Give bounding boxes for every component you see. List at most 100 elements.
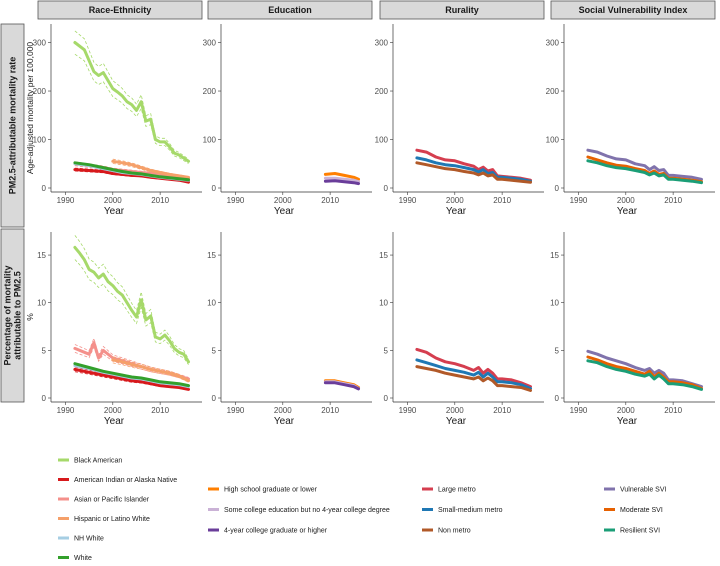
x-tick-label: 2000: [274, 196, 292, 205]
row-strip-1: PM2.5-attributable mortality rate: [0, 23, 25, 228]
x-tick-label: 1990: [227, 406, 245, 415]
x-axis-title: Year: [274, 206, 295, 217]
y-tick-label: 200: [203, 87, 217, 96]
y-tick-label: 0: [42, 394, 47, 403]
y-tick-label: 200: [33, 87, 47, 96]
ci-band-lower-black-american: [74, 259, 189, 365]
facet-title: Education: [268, 5, 312, 15]
x-axis-title: Year: [617, 206, 638, 217]
x-tick-label: 2010: [321, 196, 339, 205]
x-axis-title: Year: [446, 416, 467, 427]
ci-band-upper-black-american: [74, 235, 189, 360]
x-tick-label: 2000: [446, 406, 464, 415]
y-tick-label: 0: [42, 184, 47, 193]
y-tick-label: 200: [546, 87, 560, 96]
panel-1-education: 0 100 200 300 1990 2000 2010 Year: [203, 24, 372, 217]
legend-label: Vulnerable SVI: [620, 487, 666, 494]
ci-band-lower-black-american: [74, 53, 189, 164]
series-line-non-metro: [415, 161, 532, 184]
y-tick-label: 300: [375, 39, 389, 48]
x-tick-label: 1990: [570, 196, 588, 205]
legend-item-asian-or-pacific-islander: Asian or Pacific Islander: [58, 497, 150, 504]
legend-item-non-metro: Non metro: [422, 528, 471, 535]
legend: Black American American Indian or Alaska …: [58, 458, 666, 562]
series-line-american-indian-or-alaska-native: [73, 367, 190, 391]
y-axis-title: %: [25, 313, 35, 321]
y-tick-label: 5: [555, 346, 560, 355]
series-line-4-year-college-graduate-or-higher: [323, 381, 360, 391]
x-tick-label: 2000: [617, 406, 635, 415]
y-tick-label: 100: [203, 136, 217, 145]
y-tick-label: 10: [379, 299, 388, 308]
panel-2-social-vulnerability-index: 0 5 10 15 1990 2000 2010 Year: [550, 232, 715, 427]
legend-item-4-year-college-graduate-or-higher: 4-year college graduate or higher: [208, 528, 328, 535]
series-line-high-school-graduate-or-lower: [323, 172, 360, 181]
legend-label: Large metro: [438, 487, 476, 494]
panel-2-rurality: 0 5 10 15 1990 2000 2010 Year: [379, 232, 544, 427]
legend-item-some-college-education-but-no-4-year-college-degree: Some college education but no 4-year col…: [208, 507, 390, 514]
x-tick-label: 2010: [151, 196, 169, 205]
series-line-resilient-svi: [586, 359, 703, 391]
y-tick-label: 15: [550, 251, 559, 260]
x-tick-label: 2000: [104, 406, 122, 415]
legend-item-small-medium-metro: Small-medium metro: [422, 507, 503, 514]
x-axis-title: Year: [274, 416, 295, 427]
x-tick-label: 2010: [493, 196, 511, 205]
legend-label: American Indian or Alaska Native: [74, 477, 177, 484]
panel-2-race-ethnicity: 0 5 10 15 1990 2000 2010 Year: [37, 232, 202, 427]
y-tick-label: 300: [203, 39, 217, 48]
facet-strip-education: Education: [207, 0, 373, 20]
series-line-some-college-education-but-no-4-year-college-degree: [323, 176, 360, 184]
x-tick-label: 2010: [321, 406, 339, 415]
legend-item-nh-white: NH White: [58, 536, 104, 543]
facet-strip-race-ethnicity: Race-Ethnicity: [37, 0, 203, 20]
y-tick-label: 200: [375, 87, 389, 96]
row-strip-2: Percentage of mortality attributable to P…: [0, 228, 25, 403]
y-tick-label: 15: [379, 251, 388, 260]
series-line-4-year-college-graduate-or-higher: [323, 179, 360, 186]
legend-label: High school graduate or lower: [224, 487, 318, 494]
y-tick-label: 300: [33, 39, 47, 48]
facet-strip-rurality: Rurality: [379, 0, 545, 20]
y-axis-title: Age-adjusted mortality per 100,000: [25, 42, 35, 175]
y-tick-label: 0: [555, 394, 560, 403]
legend-item-american-indian-or-alaska-native: American Indian or Alaska Native: [58, 477, 177, 484]
y-tick-label: 100: [375, 136, 389, 145]
x-tick-label: 2010: [664, 196, 682, 205]
y-tick-label: 5: [42, 346, 47, 355]
x-tick-label: 2010: [151, 406, 169, 415]
row-strip-title: attributable to PM2.5: [12, 271, 22, 360]
panel-1-social-vulnerability-index: 0 100 200 300 1990 2000 2010 Year: [546, 24, 715, 217]
x-tick-label: 2000: [446, 196, 464, 205]
x-tick-label: 2010: [493, 406, 511, 415]
series-line-small-medium-metro: [415, 358, 532, 390]
series-line-white: [73, 362, 190, 388]
legend-label: 4-year college graduate or higher: [224, 528, 328, 535]
x-tick-label: 1990: [399, 406, 417, 415]
facet-strip-social-vulnerability-index: Social Vulnerability Index: [550, 0, 716, 20]
x-tick-label: 2000: [104, 196, 122, 205]
series-line-black-american: [73, 41, 190, 163]
legend-label: Some college education but no 4-year col…: [224, 507, 390, 514]
series-line-vulnerable-svi: [586, 349, 703, 389]
ci-band-upper-black-american: [74, 30, 189, 160]
legend-item-high-school-graduate-or-lower: High school graduate or lower: [208, 487, 318, 494]
series-line-non-metro: [415, 365, 532, 392]
series-line-white: [73, 161, 190, 182]
y-tick-label: 100: [546, 136, 560, 145]
y-tick-label: 15: [37, 251, 46, 260]
facet-title: Rurality: [445, 5, 479, 15]
legend-item-white: White: [58, 555, 92, 562]
legend-label: Non metro: [438, 528, 471, 535]
series-line-small-medium-metro: [415, 156, 532, 183]
legend-item-black-american: Black American: [58, 458, 122, 465]
series-line-vulnerable-svi: [586, 148, 703, 181]
x-tick-label: 1990: [57, 406, 75, 415]
legend-label: Resilient SVI: [620, 528, 660, 535]
ci-band-lower-hispanic-or-latino-white: [112, 362, 189, 383]
x-axis-title: Year: [104, 416, 125, 427]
facet-title: Social Vulnerability Index: [579, 5, 688, 15]
series-line-hispanic-or-latino-white: [111, 159, 190, 179]
legend-label: Hispanic or Latino White: [74, 516, 150, 523]
